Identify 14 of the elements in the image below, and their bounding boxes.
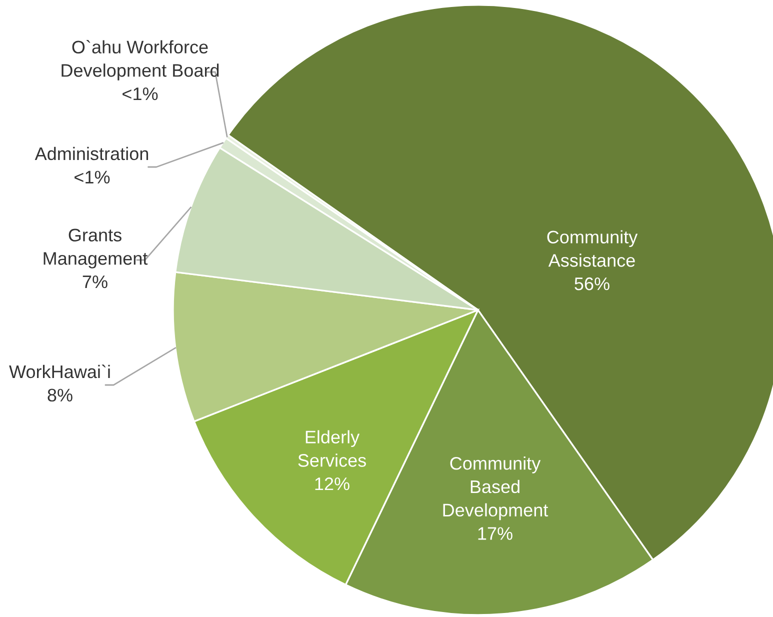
data-label: 7% [82,276,108,288]
data-label: <1% [122,88,158,100]
data-label: <1% [74,170,110,184]
data-label: 8% [48,388,72,402]
slice-label: Administration [34,146,148,160]
slice-label: Community Based Development [443,456,548,520]
data-label: 17% [478,527,512,540]
slice-label: WorkHawai`i [9,364,110,378]
slice-label: O`ahu Workforce Development Board [62,40,219,80]
slice-label: Grants Management [44,228,148,268]
data-label: 56% [574,277,610,290]
slice-label: Community Assistance [547,230,638,267]
slice-label: Elderly Services [298,430,366,467]
data-label: 12% [315,477,350,490]
